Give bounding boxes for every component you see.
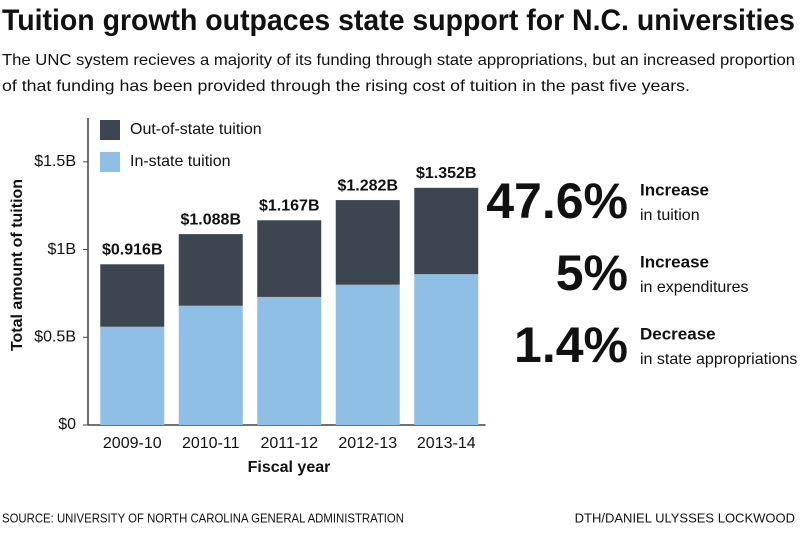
bar-segment (257, 296, 322, 425)
stat-figure: 5% (556, 245, 628, 301)
total-label: $1.167B (259, 197, 320, 214)
subtitle: The UNC system recieves a majority of it… (2, 52, 795, 69)
legend-swatch (100, 152, 120, 172)
x-tick-label: 2010-11 (182, 435, 240, 452)
y-tick-label: $0.5B (34, 329, 76, 346)
y-tick-label: $0 (58, 416, 76, 433)
legend-label: Out-of-state tuition (130, 121, 262, 138)
stat-detail: in expenditures (640, 279, 749, 296)
bar-segment (414, 187, 479, 275)
bar-segment (335, 200, 400, 285)
total-label: $1.282B (338, 177, 399, 194)
stat-label: Decrease (640, 324, 716, 343)
total-label: $0.916B (102, 242, 163, 259)
x-tick-label: 2011-12 (260, 435, 318, 452)
stat-figure: 47.6% (486, 173, 628, 229)
y-tick-label: $1.5B (34, 153, 76, 170)
x-tick-label: 2012-13 (338, 435, 397, 452)
x-tick-label: 2009-10 (103, 435, 162, 452)
y-axis-label: Total amount of tuition (9, 179, 26, 351)
bar-segment (178, 234, 243, 306)
x-tick-label: 2013-14 (417, 435, 476, 452)
stat-label: Increase (640, 180, 709, 199)
stat-label: Increase (640, 252, 709, 271)
legend-label: In-state tuition (130, 153, 231, 170)
total-label: $1.088B (181, 211, 242, 228)
stat-detail: in state appropriations (640, 351, 797, 368)
source: SOURCE: UNIVERSITY OF NORTH CAROLINA GEN… (2, 510, 404, 525)
total-label: $1.352B (416, 165, 477, 182)
bar-segment (257, 220, 322, 297)
bar-segment (100, 264, 165, 327)
legend-swatch (100, 120, 120, 140)
stat-detail: in tuition (640, 207, 700, 224)
bar-segment (414, 274, 479, 425)
stat-figure: 1.4% (514, 317, 628, 373)
x-axis-label: Fiscal year (248, 459, 331, 476)
bar-segment (335, 284, 400, 425)
credit: DTH/DANIEL ULYSSES LOCKWOOD (575, 510, 795, 525)
y-tick-label: $1B (48, 241, 76, 258)
chart-title: Tuition growth outpaces state support fo… (2, 4, 795, 37)
bar-segment (100, 326, 165, 425)
subtitle: of that funding has been provided throug… (2, 78, 690, 95)
bar-segment (178, 305, 243, 425)
